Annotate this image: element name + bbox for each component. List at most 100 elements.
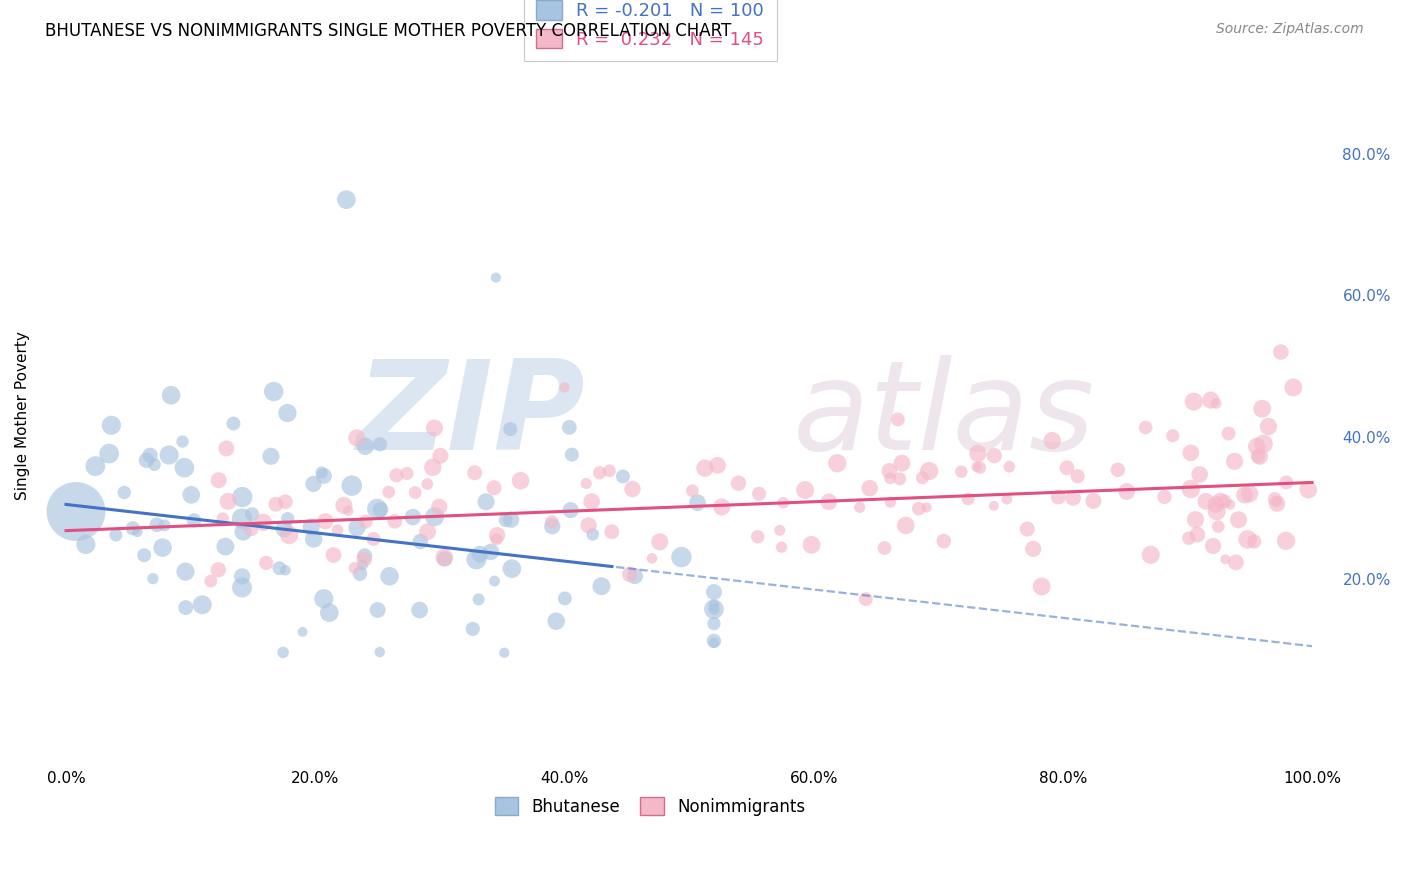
Point [273,522,295,536]
Point [142,572,165,586]
Point [1135,420,1157,434]
Point [312,591,335,606]
Point [231,490,253,504]
Point [370,502,392,516]
Point [1253,437,1275,451]
Point [641,551,664,566]
Point [352,558,374,572]
Point [1066,469,1088,483]
Point [264,497,287,511]
Point [260,449,283,463]
Point [104,528,127,542]
Point [619,567,641,582]
Point [377,485,399,500]
Point [464,466,486,480]
Point [1227,513,1250,527]
Point [112,485,135,500]
Point [465,552,488,566]
Point [983,499,1005,513]
Point [276,406,298,420]
Point [312,469,335,483]
Point [495,513,517,527]
Point [384,515,406,529]
Point [98,447,121,461]
Point [932,534,955,549]
Point [1251,401,1274,416]
Point [467,592,489,607]
Point [588,466,610,480]
Point [160,388,183,402]
Point [346,521,368,535]
Point [335,193,357,207]
Point [1205,498,1227,512]
Point [915,500,938,515]
Point [485,533,508,547]
Point [274,563,297,577]
Point [769,524,792,538]
Point [363,532,385,546]
Point [1139,548,1161,562]
Point [127,524,149,539]
Point [299,520,322,534]
Point [139,448,162,462]
Point [873,541,896,555]
Point [600,524,623,539]
Point [772,496,794,510]
Point [1178,531,1201,545]
Point [1246,440,1268,454]
Point [349,566,371,581]
Point [494,646,516,660]
Point [1083,494,1105,508]
Point [703,585,725,599]
Point [482,481,505,495]
Point [322,548,344,562]
Point [215,442,238,456]
Point [121,521,143,535]
Point [1187,527,1209,541]
Point [879,495,901,509]
Point [907,501,929,516]
Legend: Bhutanese, Nonimmigrants: Bhutanese, Nonimmigrants [486,789,814,824]
Point [1180,482,1202,496]
Point [918,464,941,478]
Point [578,518,600,533]
Point [1257,419,1279,434]
Point [354,515,377,529]
Point [703,599,725,613]
Point [1270,345,1292,359]
Point [1225,555,1247,569]
Point [311,466,333,480]
Point [1249,450,1271,464]
Point [554,591,576,606]
Point [222,417,245,431]
Point [995,492,1018,507]
Point [581,494,603,508]
Point [671,550,693,565]
Point [825,456,848,470]
Point [100,418,122,433]
Point [1017,522,1039,536]
Point [269,561,291,575]
Point [354,439,377,453]
Point [231,569,253,583]
Point [1161,428,1184,442]
Point [1184,513,1206,527]
Point [207,563,229,577]
Point [333,499,356,513]
Point [1107,463,1129,477]
Point [1056,460,1078,475]
Point [1199,392,1222,407]
Point [1062,491,1084,505]
Point [1213,494,1236,508]
Point [423,421,446,435]
Point [378,569,401,583]
Point [152,541,174,555]
Point [314,514,336,528]
Point [703,616,725,631]
Point [879,464,901,478]
Point [1205,504,1227,518]
Point [686,496,709,510]
Point [1247,449,1270,463]
Point [950,465,973,479]
Point [263,384,285,399]
